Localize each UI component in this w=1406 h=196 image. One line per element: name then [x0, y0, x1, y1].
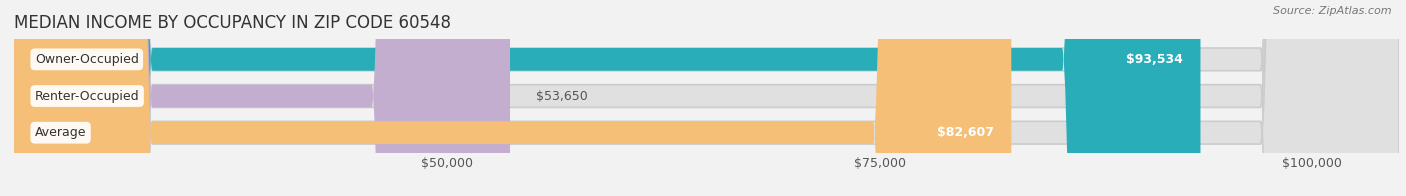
Text: $53,650: $53,650 [536, 90, 588, 103]
Text: MEDIAN INCOME BY OCCUPANCY IN ZIP CODE 60548: MEDIAN INCOME BY OCCUPANCY IN ZIP CODE 6… [14, 14, 451, 32]
Text: Source: ZipAtlas.com: Source: ZipAtlas.com [1274, 6, 1392, 16]
FancyBboxPatch shape [14, 0, 510, 196]
FancyBboxPatch shape [14, 0, 1399, 196]
Text: Owner-Occupied: Owner-Occupied [35, 53, 139, 66]
Text: Average: Average [35, 126, 86, 139]
FancyBboxPatch shape [14, 0, 1201, 196]
Text: Renter-Occupied: Renter-Occupied [35, 90, 139, 103]
Text: $82,607: $82,607 [936, 126, 994, 139]
FancyBboxPatch shape [14, 0, 1399, 196]
FancyBboxPatch shape [14, 0, 1011, 196]
Text: $93,534: $93,534 [1126, 53, 1184, 66]
FancyBboxPatch shape [14, 0, 1399, 196]
